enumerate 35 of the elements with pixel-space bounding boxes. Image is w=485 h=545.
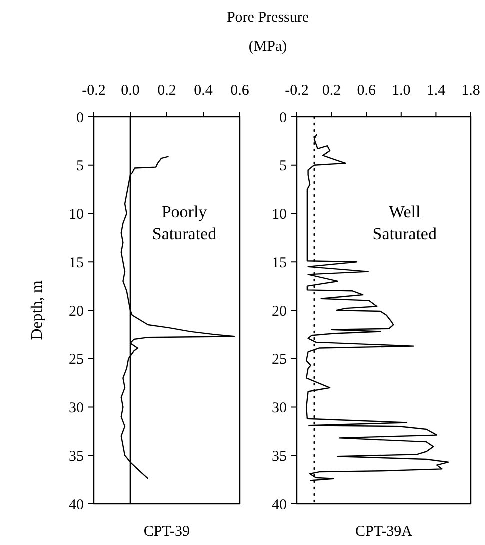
y-tick-label: 15 bbox=[69, 255, 84, 272]
y-tick-label: 30 bbox=[69, 400, 84, 416]
y-axis-title: Depth, m bbox=[29, 280, 46, 340]
x-tick-label: 0.2 bbox=[322, 83, 342, 99]
x-tick-label: 0.4 bbox=[194, 83, 214, 99]
annotation: Poorly Saturated bbox=[152, 202, 218, 244]
x-tick-label: 1.0 bbox=[392, 83, 411, 99]
x-tick-label: 1.4 bbox=[426, 83, 446, 99]
x-tick-label: 1.8 bbox=[462, 83, 480, 99]
y-tick-label: 35 bbox=[272, 448, 287, 465]
y-tick-label: 30 bbox=[272, 400, 287, 416]
x-tick-label: 0.6 bbox=[230, 83, 250, 99]
y-tick-label: 35 bbox=[69, 448, 84, 465]
y-tick-label: 10 bbox=[69, 207, 84, 223]
y-tick-label: 10 bbox=[272, 207, 287, 223]
y-tick-label: 15 bbox=[272, 255, 287, 272]
x-axis-title: CPT-39 bbox=[144, 524, 190, 540]
x-tick-label: 0.2 bbox=[158, 83, 176, 99]
y-tick-label: 25 bbox=[272, 352, 287, 368]
x-tick-label: -0.2 bbox=[285, 83, 309, 99]
y-tick-label: 25 bbox=[69, 352, 84, 368]
y-tick-label: 20 bbox=[69, 304, 84, 320]
x-tick-label: 0.0 bbox=[121, 83, 140, 99]
y-tick-label: 0 bbox=[280, 110, 287, 126]
x-tick-label: 0.6 bbox=[357, 83, 376, 99]
y-tick-label: 0 bbox=[76, 110, 84, 126]
y-tick-label: 5 bbox=[280, 158, 287, 175]
annotation: Well Saturated bbox=[372, 202, 438, 244]
chart-title: Pore Pressure (MPa) bbox=[226, 10, 310, 55]
y-tick-label: 20 bbox=[272, 304, 287, 320]
y-tick-label: 40 bbox=[272, 497, 287, 514]
y-tick-label: 40 bbox=[69, 497, 84, 514]
y-tick-label: 5 bbox=[76, 158, 84, 175]
x-tick-label: -0.2 bbox=[82, 83, 106, 99]
x-axis-title: CPT-39A bbox=[356, 524, 413, 540]
